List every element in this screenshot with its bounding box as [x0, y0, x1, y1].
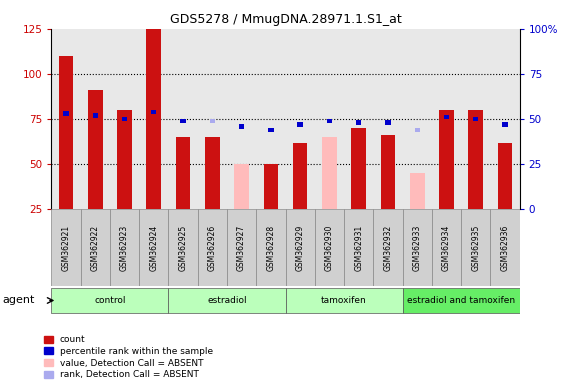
FancyBboxPatch shape: [403, 209, 432, 286]
Bar: [88, 90, 103, 209]
Text: GSM362922: GSM362922: [91, 225, 100, 271]
Bar: [344, 29, 373, 209]
Text: GSM362933: GSM362933: [413, 225, 422, 271]
FancyBboxPatch shape: [168, 288, 286, 313]
Bar: [385, 121, 391, 125]
FancyBboxPatch shape: [373, 209, 403, 286]
Text: GSM362929: GSM362929: [296, 225, 305, 271]
Bar: [264, 164, 278, 209]
Text: estradiol: estradiol: [207, 296, 247, 305]
Text: GSM362928: GSM362928: [266, 225, 275, 271]
Text: GSM362931: GSM362931: [354, 225, 363, 271]
Bar: [180, 119, 186, 123]
Legend: count, percentile rank within the sample, value, Detection Call = ABSENT, rank, : count, percentile rank within the sample…: [45, 335, 213, 379]
Bar: [234, 164, 249, 209]
Bar: [198, 29, 227, 209]
Bar: [168, 29, 198, 209]
Bar: [256, 29, 286, 209]
Bar: [315, 29, 344, 209]
Text: GSM362927: GSM362927: [237, 225, 246, 271]
Text: GSM362923: GSM362923: [120, 225, 129, 271]
Text: GSM362935: GSM362935: [471, 225, 480, 271]
Text: GSM362924: GSM362924: [149, 225, 158, 271]
FancyBboxPatch shape: [110, 209, 139, 286]
FancyBboxPatch shape: [198, 209, 227, 286]
Bar: [210, 119, 215, 123]
Bar: [373, 29, 403, 209]
Bar: [205, 137, 220, 209]
Bar: [410, 173, 424, 209]
Bar: [147, 29, 161, 209]
Bar: [176, 137, 190, 209]
FancyBboxPatch shape: [168, 209, 198, 286]
Bar: [93, 113, 98, 118]
FancyBboxPatch shape: [256, 209, 286, 286]
Bar: [432, 29, 461, 209]
Bar: [122, 117, 127, 121]
Bar: [151, 109, 156, 114]
FancyBboxPatch shape: [403, 288, 520, 313]
Bar: [322, 137, 337, 209]
Bar: [351, 128, 366, 209]
Bar: [356, 121, 361, 125]
FancyBboxPatch shape: [344, 209, 373, 286]
Bar: [293, 142, 307, 209]
Bar: [110, 29, 139, 209]
Bar: [139, 29, 168, 209]
Bar: [327, 119, 332, 123]
FancyBboxPatch shape: [286, 209, 315, 286]
Text: GSM362934: GSM362934: [442, 225, 451, 271]
FancyBboxPatch shape: [490, 209, 520, 286]
FancyBboxPatch shape: [139, 209, 168, 286]
Bar: [461, 29, 490, 209]
Title: GDS5278 / MmugDNA.28971.1.S1_at: GDS5278 / MmugDNA.28971.1.S1_at: [170, 13, 401, 26]
Bar: [59, 56, 73, 209]
Bar: [415, 127, 420, 132]
Text: GSM362932: GSM362932: [383, 225, 392, 271]
FancyBboxPatch shape: [81, 209, 110, 286]
Text: control: control: [94, 296, 126, 305]
Bar: [227, 29, 256, 209]
FancyBboxPatch shape: [51, 288, 168, 313]
Bar: [81, 29, 110, 209]
Text: estradiol and tamoxifen: estradiol and tamoxifen: [407, 296, 515, 305]
FancyBboxPatch shape: [432, 209, 461, 286]
Bar: [490, 29, 520, 209]
Text: agent: agent: [3, 295, 35, 306]
FancyBboxPatch shape: [315, 209, 344, 286]
Bar: [403, 29, 432, 209]
Bar: [498, 142, 512, 209]
Bar: [473, 117, 478, 121]
FancyBboxPatch shape: [461, 209, 490, 286]
Bar: [502, 122, 508, 127]
Text: tamoxifen: tamoxifen: [321, 296, 367, 305]
Bar: [239, 124, 244, 129]
Text: GSM362921: GSM362921: [62, 225, 71, 271]
FancyBboxPatch shape: [286, 288, 403, 313]
Bar: [117, 110, 132, 209]
Bar: [286, 29, 315, 209]
Bar: [439, 110, 454, 209]
FancyBboxPatch shape: [227, 209, 256, 286]
Bar: [444, 115, 449, 119]
Text: GSM362936: GSM362936: [500, 225, 509, 271]
Bar: [51, 29, 81, 209]
Bar: [63, 111, 69, 116]
Text: GSM362930: GSM362930: [325, 225, 334, 271]
Bar: [381, 135, 395, 209]
FancyBboxPatch shape: [51, 209, 81, 286]
Text: GSM362925: GSM362925: [179, 225, 188, 271]
Bar: [468, 110, 483, 209]
Bar: [268, 127, 274, 132]
Text: GSM362926: GSM362926: [208, 225, 217, 271]
Bar: [297, 122, 303, 127]
